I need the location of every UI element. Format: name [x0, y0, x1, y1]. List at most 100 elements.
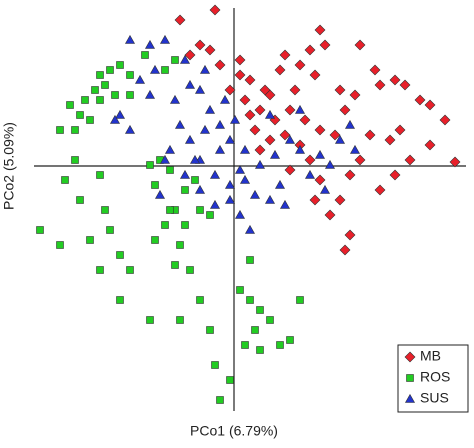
point	[114, 109, 126, 119]
point	[274, 179, 286, 189]
point	[66, 101, 74, 109]
point	[144, 89, 156, 99]
point	[334, 84, 346, 96]
point	[116, 61, 124, 69]
point	[254, 104, 266, 116]
point	[174, 119, 186, 129]
point	[314, 174, 326, 186]
point	[161, 221, 169, 229]
point	[124, 34, 136, 44]
y-axis-label: PCo2 (5.09%)	[1, 122, 17, 210]
point	[394, 124, 406, 136]
point	[304, 154, 316, 166]
point	[171, 261, 179, 269]
point	[181, 186, 189, 194]
point	[264, 134, 276, 146]
point	[154, 189, 166, 199]
point	[269, 149, 281, 159]
point	[249, 124, 261, 136]
point	[244, 74, 256, 86]
point	[354, 154, 366, 166]
point	[314, 124, 326, 136]
point	[349, 144, 361, 154]
point	[101, 81, 109, 89]
point	[199, 124, 211, 134]
point	[141, 51, 149, 59]
legend-label: ROS	[420, 369, 450, 385]
point	[251, 326, 259, 334]
point	[296, 296, 304, 304]
legend-label: MB	[420, 348, 441, 364]
point	[309, 194, 321, 206]
point	[196, 296, 204, 304]
point	[126, 71, 134, 79]
point	[194, 84, 206, 94]
point	[219, 94, 231, 104]
point	[234, 209, 246, 219]
point	[294, 144, 306, 154]
point	[224, 194, 236, 204]
point	[304, 169, 316, 179]
x-axis-label: PCo1 (6.79%)	[190, 423, 278, 439]
point	[284, 134, 296, 144]
point	[246, 256, 254, 264]
point	[224, 84, 236, 96]
point	[116, 251, 124, 259]
point	[239, 174, 251, 184]
point	[369, 64, 381, 76]
point	[191, 176, 199, 184]
point	[246, 296, 254, 304]
point	[319, 184, 331, 194]
point	[226, 376, 234, 384]
point	[184, 49, 196, 61]
point	[289, 84, 301, 96]
point	[239, 94, 251, 106]
point	[344, 169, 356, 181]
point	[116, 296, 124, 304]
point	[151, 181, 159, 189]
point	[234, 69, 246, 81]
point	[339, 244, 351, 256]
point	[354, 39, 366, 51]
point	[279, 49, 291, 61]
point	[449, 156, 461, 168]
point	[209, 199, 221, 209]
legend-marker	[404, 351, 416, 363]
legend-label: SUS	[420, 390, 449, 406]
point	[224, 179, 236, 189]
point	[309, 69, 321, 81]
point	[286, 336, 294, 344]
point	[124, 124, 136, 134]
point	[209, 169, 221, 179]
point	[101, 206, 109, 214]
point	[146, 316, 154, 324]
point	[189, 154, 201, 164]
point	[179, 54, 191, 64]
point	[71, 156, 79, 164]
point	[86, 116, 94, 124]
point	[164, 144, 176, 154]
point	[264, 194, 276, 204]
point	[186, 266, 194, 274]
point	[76, 111, 84, 119]
legend-marker	[406, 374, 414, 382]
legend-marker	[404, 393, 416, 403]
point	[256, 346, 264, 354]
point	[319, 39, 331, 51]
point	[224, 134, 236, 144]
point	[229, 114, 241, 124]
point	[276, 341, 284, 349]
point	[389, 74, 401, 86]
point	[254, 159, 266, 169]
point	[329, 129, 341, 141]
point	[344, 119, 356, 129]
point	[96, 96, 104, 104]
point	[424, 99, 436, 111]
point	[176, 241, 184, 249]
point	[106, 66, 114, 74]
point	[294, 104, 306, 114]
point	[264, 109, 276, 119]
point	[259, 84, 271, 96]
point	[214, 119, 226, 129]
point	[194, 184, 206, 194]
